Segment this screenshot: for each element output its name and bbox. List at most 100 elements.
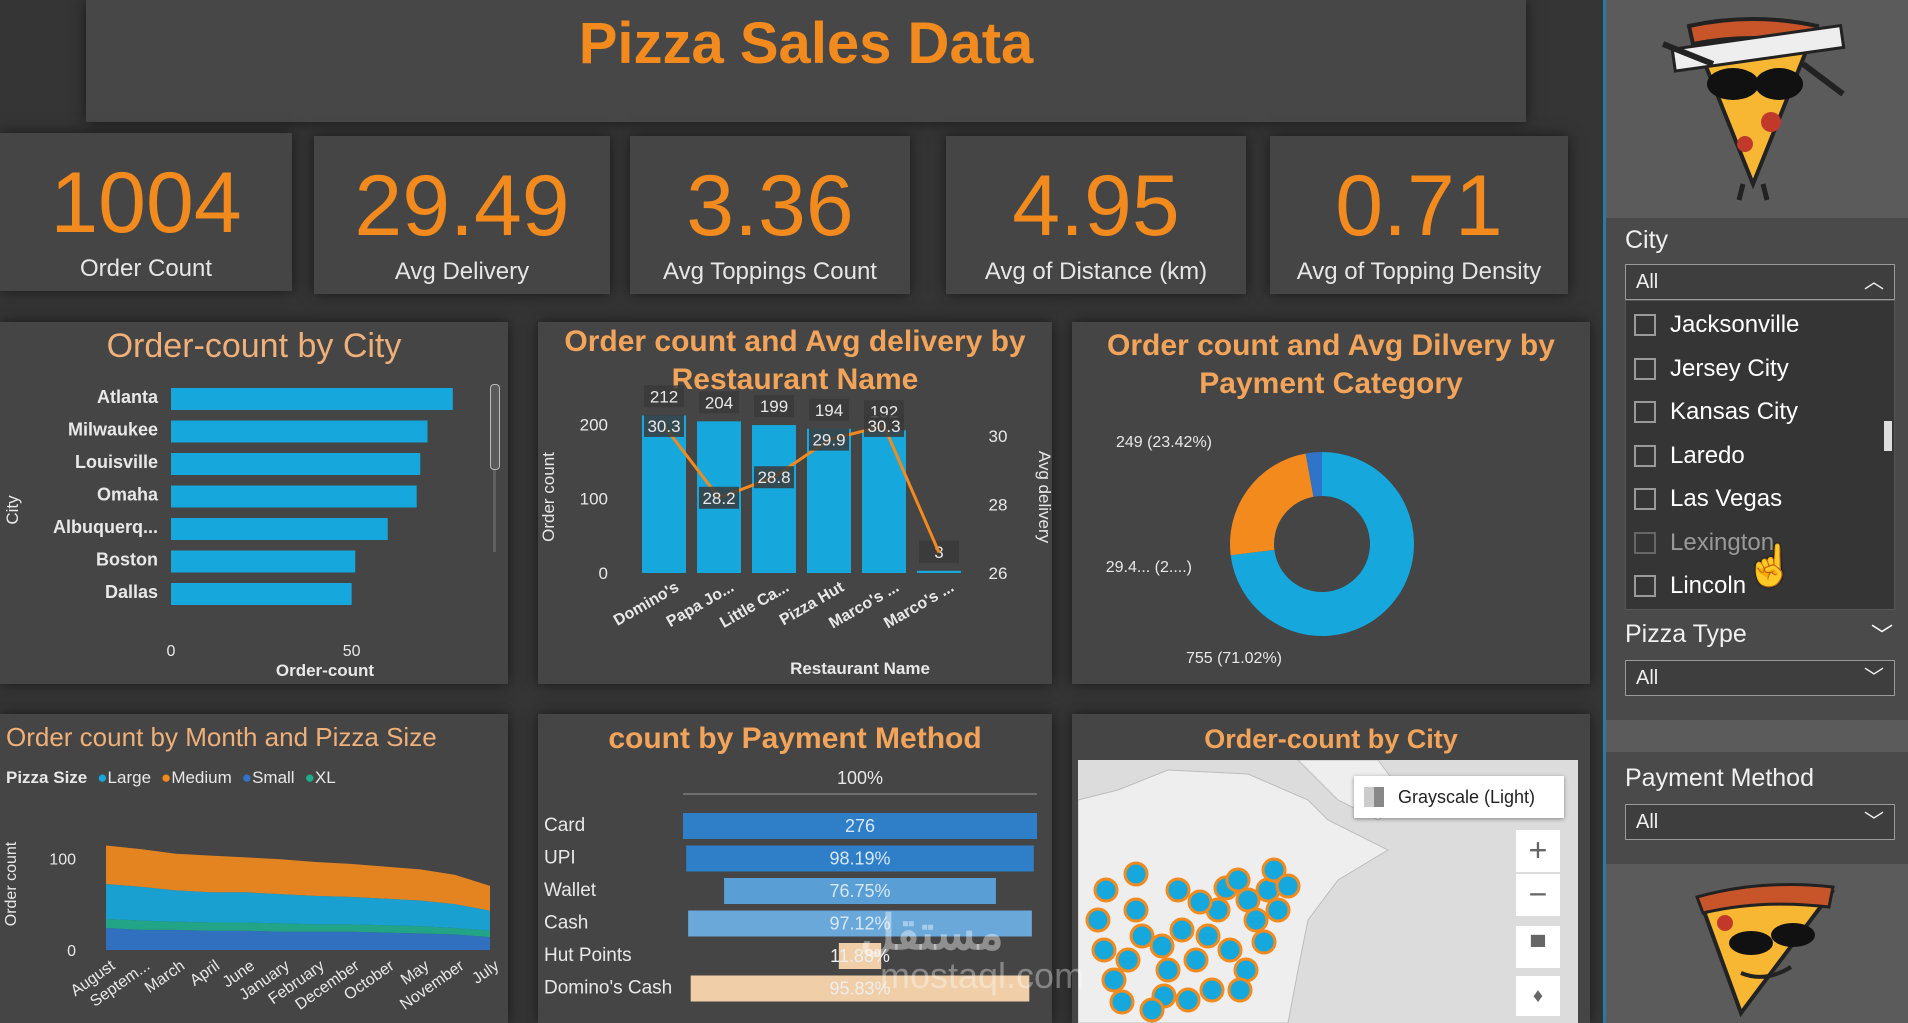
city-map[interactable] — [1078, 760, 1578, 1023]
kpi-avg-delivery[interactable]: 29.49 Avg Delivery — [314, 136, 610, 294]
bar-category-label: Milwaukee — [68, 420, 158, 440]
chart-scroll-track — [493, 470, 496, 552]
map-city-bubble — [1101, 967, 1127, 993]
funnel-value-label: 97.12% — [829, 914, 890, 934]
restaurant-combo-panel[interactable]: Order count and Avg delivery by Restaura… — [538, 322, 1052, 684]
city-item-lexington[interactable]: Lexington — [1634, 525, 1774, 561]
map-city-bubble — [1165, 877, 1191, 903]
slicer-sidebar: City All ︿ Jacksonville Jersey City Kans… — [1603, 0, 1908, 1023]
city-item-jersey-city[interactable]: Jersey City — [1634, 351, 1789, 387]
avg-delivery-line — [662, 424, 941, 554]
kpi-avg-distance[interactable]: 4.95 Avg of Distance (km) — [946, 136, 1246, 294]
legend-xl[interactable]: ●XL — [304, 768, 336, 787]
chevron-down-icon[interactable]: ﹀ — [1871, 623, 1894, 648]
line-value-box — [864, 414, 904, 437]
checkbox[interactable] — [1634, 314, 1656, 336]
area-series-large — [106, 884, 490, 931]
map-city-bubble — [1093, 877, 1119, 903]
bar-category-label: Omaha — [97, 485, 159, 505]
bar — [171, 420, 428, 443]
city-bar-chart-panel[interactable]: Order-count by City Atlanta Milwaukee Loui… — [0, 322, 508, 684]
payment-method-dropdown[interactable]: All ﹀ — [1625, 804, 1895, 840]
city-item-kansas-city[interactable]: Kansas City — [1634, 394, 1798, 430]
bar — [171, 453, 421, 475]
map-city-bubble — [1091, 937, 1117, 963]
y2-tick-label: 26 — [989, 564, 1008, 583]
funnel-value-label: 98.19% — [829, 849, 890, 869]
map-city-bubble — [1139, 997, 1165, 1023]
chevron-down-icon: ﹀ — [1864, 811, 1884, 833]
payment-funnel-chart: 100% Card 276 UPI 98.19% Wallet 76.75% Cash 97.1… — [544, 768, 1037, 1002]
kpi-value: 1004 — [50, 155, 242, 251]
bar-category-label: Albuquerq... — [53, 517, 158, 537]
map-city-bubble — [1175, 987, 1201, 1013]
legend-large[interactable]: ●Large — [97, 768, 152, 787]
legend-small[interactable]: ●Small — [241, 768, 295, 787]
map-city-bubble — [1275, 873, 1301, 899]
chart-scrollbar[interactable] — [490, 384, 500, 470]
payment-funnel-panel[interactable]: count by Payment Method 100% Card 276 UPI 98… — [538, 714, 1052, 1023]
city-item-lincoln[interactable]: Lincoln — [1634, 568, 1746, 604]
city-list[interactable]: Jacksonville Jersey City Kansas City Lar… — [1625, 300, 1895, 610]
city-item-jacksonville[interactable]: Jacksonville — [1634, 307, 1799, 343]
slice-label: 755 (71.02%) — [1186, 650, 1282, 667]
bar — [917, 570, 961, 573]
bar-value-label: 204 — [705, 393, 733, 412]
zoom-out-button[interactable]: − — [1516, 874, 1560, 916]
bar-value-label: 212 — [650, 387, 678, 406]
donut-slice — [1230, 453, 1315, 556]
map-panel[interactable]: Order-count by City Grayscale (Light) + … — [1072, 714, 1590, 1023]
checkbox[interactable] — [1634, 532, 1656, 554]
map-style-button[interactable]: Grayscale (Light) — [1354, 776, 1564, 818]
kpi-avg-toppings[interactable]: 3.36 Avg Toppings Count — [630, 136, 910, 294]
map-city-bubble — [1155, 957, 1181, 983]
month-area-panel[interactable]: Order count by Month and Pizza Size Pizz… — [0, 714, 508, 1023]
checkbox[interactable] — [1634, 488, 1656, 510]
city-bar-title: Order-count by City — [106, 327, 402, 365]
kpi-order-count[interactable]: 1004 Order Count — [0, 133, 292, 291]
x-axis-label: Order-count — [276, 661, 375, 680]
checkbox[interactable] — [1634, 575, 1656, 597]
title-banner: Pizza Sales Data — [86, 0, 1526, 122]
funnel-value-label: 95.83% — [829, 979, 890, 999]
line-value-box — [809, 428, 849, 451]
legend-title: Pizza Size — [6, 768, 88, 787]
funnel-category-label: Hut Points — [544, 945, 632, 966]
legend-medium[interactable]: ●Medium — [161, 768, 232, 787]
map-title: Order-count by City — [1204, 724, 1458, 754]
chevron-down-icon: ﹀ — [1864, 667, 1884, 689]
city-list-scrollbar[interactable] — [1884, 421, 1892, 451]
kpi-avg-topping-density[interactable]: 0.71 Avg of Topping Density — [1270, 136, 1568, 294]
kpi-label: Avg of Distance (km) — [984, 258, 1208, 285]
payment-method-selected: All — [1636, 811, 1659, 833]
map-city-bubble — [1227, 977, 1253, 1003]
payment-donut-panel[interactable]: Order count and Avg Dilvery by Payment C… — [1072, 322, 1590, 684]
kpi-value: 29.49 — [354, 158, 570, 254]
tilt-icon[interactable]: ▀ — [1516, 926, 1560, 968]
restaurant-combo-title-1: Order count and Avg delivery by — [564, 325, 1026, 358]
pizza-type-dropdown[interactable]: All ﹀ — [1625, 660, 1895, 696]
map-city-bubble — [1169, 917, 1195, 943]
bar-value-box — [644, 385, 684, 408]
map-city-bubble — [1085, 907, 1111, 933]
donut-slice — [1230, 452, 1414, 636]
line-value-label: 28.2 — [702, 489, 735, 508]
area-series-medium — [106, 845, 490, 911]
funnel-top-label: 100% — [837, 768, 883, 788]
city-dropdown[interactable]: All ︿ — [1625, 264, 1895, 300]
city-item-las-vegas[interactable]: Las Vegas — [1634, 481, 1782, 517]
y-tick-label: 100 — [580, 490, 608, 509]
checkbox[interactable] — [1634, 401, 1656, 423]
compass-icon[interactable]: ♦ — [1516, 976, 1560, 1016]
checkbox[interactable] — [1634, 445, 1656, 467]
watermark: مستقل — [860, 907, 1004, 960]
city-item-laredo[interactable]: Laredo — [1634, 438, 1745, 474]
bar-value-label: 194 — [815, 401, 843, 420]
checkbox[interactable] — [1634, 358, 1656, 380]
map-city-bubble — [1123, 897, 1149, 923]
funnel-bar — [690, 975, 1030, 1002]
zoom-in-button[interactable]: + — [1516, 830, 1560, 872]
slice-label: 249 (23.42%) — [1116, 434, 1212, 451]
